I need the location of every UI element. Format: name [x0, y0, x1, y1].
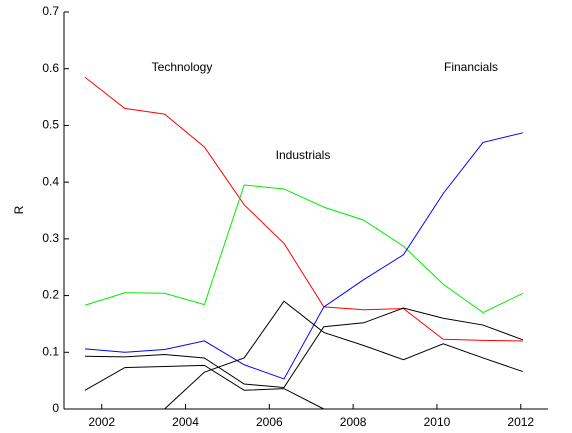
series-line	[84, 184, 524, 314]
series-line	[84, 364, 325, 410]
annotation: Technology	[152, 60, 213, 74]
y-tick-label: 0.4	[42, 174, 59, 188]
y-axis-label: R	[12, 205, 26, 214]
x-tick-label: 2008	[340, 415, 367, 429]
annotation: Financials	[444, 60, 498, 74]
x-tick-label: 2010	[424, 415, 451, 429]
y-tick-label: 0.3	[42, 231, 59, 245]
y-tick-label: 0.5	[42, 118, 59, 132]
y-tick-label: 0.7	[42, 4, 59, 18]
x-tick-label: 2006	[256, 415, 283, 429]
annotation: Industrials	[276, 148, 331, 162]
y-tick-label: 0.6	[42, 61, 59, 75]
series-line	[164, 300, 524, 410]
x-tick-label: 2004	[172, 415, 199, 429]
y-tick-label: 0.1	[42, 344, 59, 358]
y-tick-label: 0.2	[42, 288, 59, 302]
series-line	[84, 76, 523, 342]
x-tick-label: 2002	[88, 415, 115, 429]
series-line	[84, 307, 524, 388]
x-tick-label: 2012	[507, 415, 534, 429]
y-tick-label: 0	[52, 401, 59, 415]
series-line	[84, 132, 523, 380]
